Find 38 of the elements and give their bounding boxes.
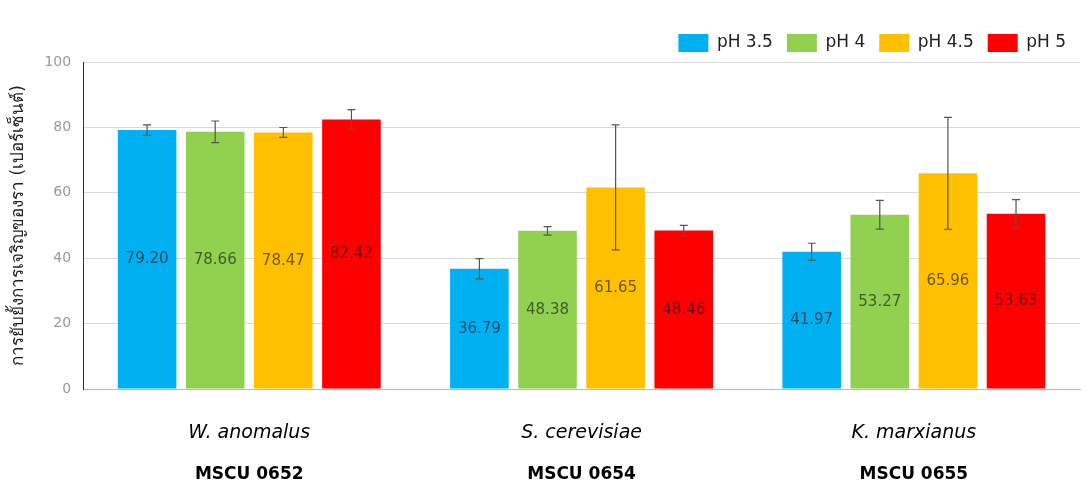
- bar: [322, 119, 381, 389]
- bar: [850, 214, 910, 389]
- legend-label: pH 4: [825, 31, 866, 52]
- y-tick-label: 100: [44, 52, 72, 69]
- bar: [654, 230, 714, 389]
- data-label: 36.79: [457, 318, 501, 337]
- y-tick-label: 80: [53, 118, 72, 135]
- y-tick-label: 60: [53, 183, 72, 200]
- bar: [254, 132, 313, 389]
- data-label: 61.65: [594, 278, 638, 297]
- legend-label: pH 3.5: [716, 31, 773, 52]
- data-label: 79.20: [125, 249, 169, 268]
- bar: [918, 173, 978, 389]
- data-label: 65.96: [926, 271, 970, 290]
- bar: [518, 230, 577, 389]
- bar: [986, 213, 1046, 389]
- data-label: 48.38: [526, 299, 569, 318]
- bar: [117, 130, 177, 389]
- data-label: 53.27: [858, 291, 902, 310]
- data-label: 82.42: [329, 244, 373, 263]
- y-tick-label: 0: [62, 379, 72, 396]
- x-tick-label: S. cerevisiae MSCU 0654: [521, 419, 642, 484]
- legend-label: pH 4.5: [917, 31, 974, 52]
- data-label: 53.63: [994, 291, 1038, 310]
- legend-label: pH 5: [1026, 31, 1066, 52]
- x-tick-label: K. marxianus MSCU 0655: [851, 419, 977, 484]
- y-tick-label: 40: [53, 248, 72, 265]
- bar: [185, 131, 245, 389]
- data-label: 78.66: [193, 250, 237, 269]
- y-axis-title: การยับยั้งการเจริญของรา (เปอร์เซ็นต์): [4, 85, 27, 366]
- bar: [450, 268, 509, 389]
- bar: [586, 187, 645, 389]
- data-label: 78.47: [261, 250, 305, 269]
- bar: [782, 251, 841, 389]
- data-label: 48.46: [662, 299, 706, 318]
- data-label: 41.97: [790, 310, 834, 329]
- x-tick-label: W. anomalus MSCU 0652: [188, 419, 311, 484]
- y-tick-label: 20: [53, 314, 72, 331]
